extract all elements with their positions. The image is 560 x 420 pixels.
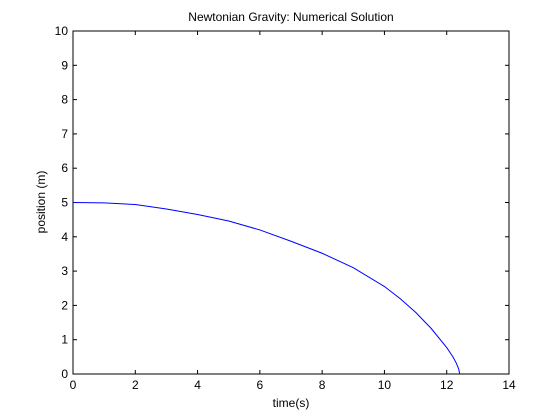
x-tick-label: 14	[502, 378, 516, 392]
y-tick-label: 4	[61, 230, 68, 244]
x-tick-label: 12	[440, 378, 454, 392]
x-tick-label: 8	[319, 378, 326, 392]
x-tick-label: 4	[194, 378, 201, 392]
series-layer	[72, 202, 461, 375]
y-tick-label: 3	[61, 264, 68, 278]
y-axis-label: position (m)	[34, 171, 48, 234]
plot-area	[72, 30, 510, 375]
y-tick-label: 9	[61, 58, 68, 72]
y-tick-label: 10	[55, 24, 69, 38]
x-axis-label: time(s)	[273, 396, 310, 410]
x-tick-label: 2	[132, 378, 139, 392]
y-tick-label: 0	[61, 367, 68, 381]
y-tick-label: 1	[61, 333, 68, 347]
y-tick-label: 7	[61, 127, 68, 141]
x-tick-labels: 0 2 4 6 8 10 12 14	[70, 378, 516, 392]
y-tick-label: 2	[61, 298, 68, 312]
x-tick-label: 0	[70, 378, 77, 392]
axis-ticks	[72, 30, 510, 375]
x-tick-label: 6	[257, 378, 264, 392]
y-tick-label: 6	[61, 161, 68, 175]
y-tick-label: 5	[61, 196, 68, 210]
y-tick-label: 8	[61, 93, 68, 107]
x-tick-label: 10	[378, 378, 392, 392]
chart-title: Newtonian Gravity: Numerical Solution	[188, 10, 393, 24]
series-line	[72, 202, 461, 375]
y-tick-labels: 0 1 2 3 4 5 6 7 8 9 10	[55, 24, 69, 381]
